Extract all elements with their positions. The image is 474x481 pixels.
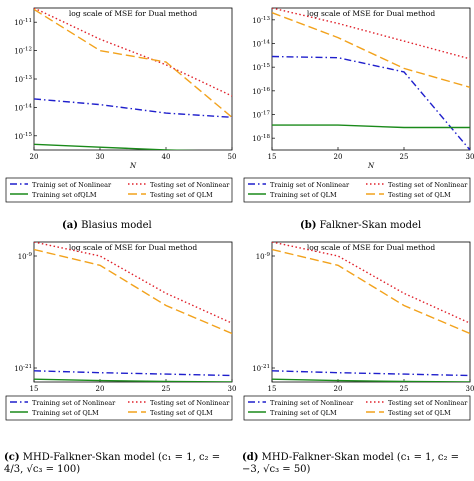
series-line-1 bbox=[34, 370, 232, 377]
plot-frame bbox=[271, 241, 471, 383]
legend-label: Trainig set of Nonlinear bbox=[270, 181, 350, 189]
legend-label: Training set of QLM bbox=[270, 191, 337, 199]
x-tick-label: 15 bbox=[268, 153, 277, 161]
legend-label: Trainig set of Nonlinear bbox=[32, 181, 112, 189]
caption-b-text: Falkner-Skan model bbox=[319, 220, 422, 231]
caption-c: (c) MHD-Falkner-Skan model (c₁ = 1, c₂ =… bbox=[4, 452, 230, 476]
chart-b: log scale of MSE for Dual method 15 20 25 30… bbox=[238, 0, 474, 218]
chart-title: log scale of MSE for Dual method bbox=[307, 9, 435, 18]
x-tick-label: 15 bbox=[268, 385, 277, 393]
x-tick-label: 30 bbox=[228, 385, 237, 393]
x-tick-label: 20 bbox=[334, 385, 343, 393]
y-tick-label: 10-13 bbox=[14, 75, 32, 84]
legend-label: Training set ofQLM bbox=[32, 191, 97, 199]
legend-label: Testing set of Nonlinear bbox=[150, 399, 230, 407]
x-tick-label: 25 bbox=[400, 153, 409, 161]
series-line-4 bbox=[34, 248, 232, 335]
x-tick-label: 20 bbox=[334, 153, 343, 161]
y-tick-label: 10-21 bbox=[14, 364, 32, 373]
chart-c-svg: log scale of MSE for Dual method 15 20 25 30… bbox=[5, 241, 237, 421]
caption-b: (b) Falkner-Skan model bbox=[300, 220, 421, 232]
series-line-1 bbox=[272, 370, 470, 377]
chart-b-svg: log scale of MSE for Dual method 15 20 25 30… bbox=[243, 7, 474, 203]
series-line-1 bbox=[34, 98, 232, 118]
legend-label: Testing set of Nonlinear bbox=[388, 399, 468, 407]
y-tick-label: 10-9 bbox=[18, 252, 33, 261]
legend-label: Testing set of QLM bbox=[388, 409, 451, 417]
legend-label: Training set of Nonlinear bbox=[270, 399, 354, 407]
legend-label: Testing set of QLM bbox=[150, 191, 213, 199]
legend-box bbox=[5, 177, 233, 203]
chart-d-svg: log scale of MSE for Dual method 15 20 25 30… bbox=[243, 241, 474, 421]
caption-a-tag: (a) bbox=[62, 220, 78, 231]
legend-box bbox=[243, 395, 471, 421]
chart-a-svg: log scale of MSE for Dual method 20 30 40 50… bbox=[5, 7, 237, 203]
plot-frame bbox=[33, 7, 233, 151]
y-tick-label: 10-16 bbox=[252, 87, 270, 96]
x-tick-label: 30 bbox=[466, 153, 474, 161]
x-tick-label: 30 bbox=[466, 385, 474, 393]
x-tick-label: 20 bbox=[96, 385, 105, 393]
series-line-3 bbox=[34, 143, 200, 150]
series-line-3 bbox=[34, 378, 232, 382]
chart-title: log scale of MSE for Dual method bbox=[69, 243, 197, 252]
caption-d: (d) MHD-Falkner-Skan model (c₁ = 1, c₂ =… bbox=[242, 452, 470, 476]
series-line-2 bbox=[34, 8, 232, 97]
chart-c: log scale of MSE for Dual method 15 20 25 30… bbox=[0, 236, 236, 441]
x-axis-label: N bbox=[367, 162, 375, 170]
x-tick-label: 25 bbox=[400, 385, 409, 393]
y-tick-label: 10-18 bbox=[252, 134, 270, 143]
legend-label: Training set of Nonlinear bbox=[32, 399, 116, 407]
y-tick-label: 10-17 bbox=[252, 111, 270, 120]
series-line-3 bbox=[272, 124, 470, 129]
y-tick-label: 10-14 bbox=[252, 40, 270, 49]
series-line-3 bbox=[272, 378, 470, 382]
y-tick-label: 10-12 bbox=[14, 47, 32, 56]
legend-label: Testing set of Nonlinear bbox=[388, 181, 468, 189]
caption-b-tag: (b) bbox=[300, 220, 317, 231]
x-axis-label: N bbox=[129, 162, 137, 170]
chart-title: log scale of MSE for Dual method bbox=[307, 243, 435, 252]
caption-c-tag: (c) bbox=[4, 452, 20, 463]
caption-a: (a) Blasius model bbox=[62, 220, 152, 232]
chart-title: log scale of MSE for Dual method bbox=[69, 9, 197, 18]
y-tick-label: 10-15 bbox=[14, 132, 32, 141]
x-tick-label: 25 bbox=[162, 385, 171, 393]
series-line-4 bbox=[272, 12, 470, 88]
legend-label: Testing set of QLM bbox=[388, 191, 451, 199]
chart-a: log scale of MSE for Dual method 20 30 40 50… bbox=[0, 0, 236, 218]
caption-c-text: MHD-Falkner-Skan model (c₁ = 1, c₂ = 4/3… bbox=[4, 452, 221, 475]
legend-box bbox=[243, 177, 471, 203]
chart-d: log scale of MSE for Dual method 15 20 25 30… bbox=[238, 236, 474, 441]
plot-frame bbox=[33, 241, 233, 383]
y-tick-label: 10-14 bbox=[14, 103, 32, 112]
caption-d-tag: (d) bbox=[242, 452, 259, 463]
caption-d-text: MHD-Falkner-Skan model (c₁ = 1, c₂ = −3,… bbox=[242, 452, 460, 475]
legend-label: Training set of QLM bbox=[270, 409, 337, 417]
y-tick-label: 10-15 bbox=[252, 63, 270, 72]
caption-a-text: Blasius model bbox=[81, 220, 152, 231]
y-tick-label: 10-21 bbox=[252, 364, 270, 373]
legend-box bbox=[5, 395, 233, 421]
legend-label: Training set of QLM bbox=[32, 409, 99, 417]
series-line-4 bbox=[34, 8, 232, 118]
series-line-4 bbox=[272, 248, 470, 335]
series-line-2 bbox=[34, 242, 232, 324]
x-tick-label: 15 bbox=[30, 385, 39, 393]
y-tick-label: 10-11 bbox=[14, 18, 32, 27]
x-tick-label: 40 bbox=[162, 153, 171, 161]
series-line-2 bbox=[272, 242, 470, 324]
x-tick-label: 20 bbox=[30, 153, 39, 161]
legend-label: Testing set of Nonlinear bbox=[150, 181, 230, 189]
y-tick-label: 10-13 bbox=[252, 16, 270, 25]
legend-label: Testing set of QLM bbox=[150, 409, 213, 417]
y-tick-label: 10-9 bbox=[256, 252, 271, 261]
x-tick-label: 50 bbox=[228, 153, 237, 161]
plot-frame bbox=[271, 7, 471, 151]
x-tick-label: 30 bbox=[96, 153, 105, 161]
series-line-1 bbox=[272, 55, 470, 150]
